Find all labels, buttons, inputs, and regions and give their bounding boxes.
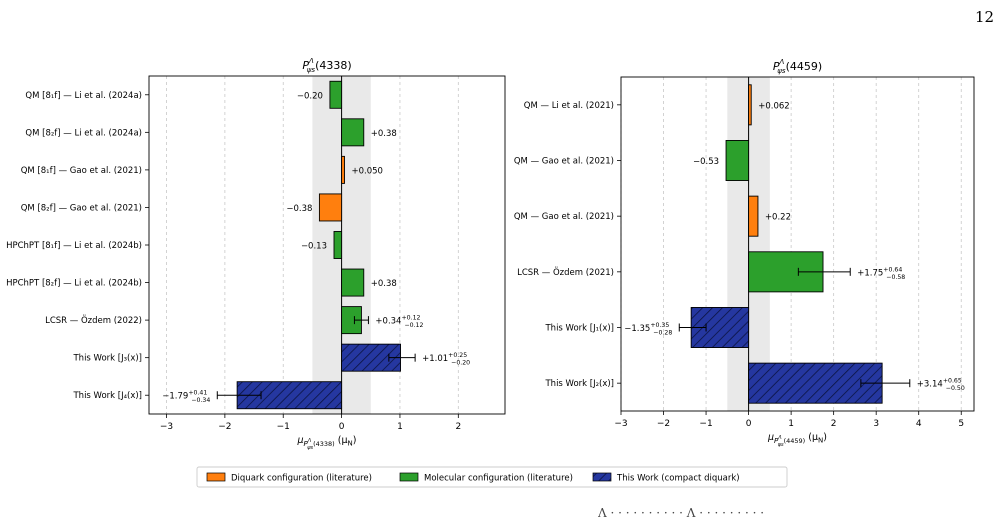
x-axis-label: μPΛ ψs(4459) (μN): [767, 432, 827, 448]
bar: [748, 195, 759, 237]
x-tick-label: 1: [397, 422, 403, 432]
x-tick-label: −1: [699, 419, 712, 429]
legend-box: [196, 466, 788, 488]
chart-title: PΛ ψs(4459): [773, 58, 822, 75]
x-tick-label: −2: [218, 422, 231, 432]
category-label: QM — Gao et al. (2021): [514, 157, 614, 167]
x-tick-label: −3: [614, 419, 627, 429]
x-tick-label: 4: [916, 419, 922, 429]
x-tick-label: 0: [746, 419, 752, 429]
axes-frame: [620, 76, 975, 412]
data-label: −1.35+0.35 −0.28: [624, 322, 672, 337]
bar: [236, 381, 343, 410]
bar: [748, 84, 752, 126]
category-label: QM — Gao et al. (2021): [514, 212, 614, 222]
legend: Diquark configuration (literature) Molecu…: [196, 466, 788, 488]
x-tick-label: 2: [455, 422, 461, 432]
cut-off-caption: Λ · · · · · · · · · · Λ · · · · · · · · …: [598, 506, 765, 520]
x-tick-label: −1: [277, 422, 290, 432]
x-tick-label: 5: [958, 419, 964, 429]
bar: [748, 362, 883, 404]
category-label: QM [8₁f] — Li et al. (2024a): [25, 91, 142, 101]
x-tick-label: 2: [831, 419, 837, 429]
data-label: +3.14+0.65 −0.50: [917, 378, 965, 393]
bar: [341, 118, 365, 147]
category-label: QM [8₁f] — Gao et al. (2021): [21, 166, 142, 176]
data-label: −0.13: [301, 242, 327, 252]
data-label: −1.79+0.41 −0.34: [162, 390, 210, 405]
bar: [318, 193, 343, 222]
legend-label: This Work (compact diquark): [616, 474, 740, 484]
plot-area: [621, 77, 974, 411]
data-label: +1.01+0.25 −0.20: [422, 352, 470, 367]
chart-title: PΛ ψs(4338): [302, 57, 351, 74]
x-tick-label: 0: [339, 422, 345, 432]
x-tick-label: 1: [788, 419, 794, 429]
data-label: +0.22: [765, 213, 791, 223]
legend-swatch: [592, 472, 612, 482]
category-label: This Work [J₂(x)]: [544, 379, 614, 389]
data-label: +0.062: [758, 101, 789, 111]
axes-frame: [148, 75, 506, 415]
chart-panel-4338: −0.20 QM [8₁f] — Li et al. (2024a) +0.38 QM…: [6, 57, 506, 451]
bar: [725, 140, 750, 181]
bar: [341, 155, 345, 184]
category-label: HPChPT [8₁f] — Li et al. (2024b): [6, 241, 142, 251]
x-axis-label: μPΛ ψs(4338) (μN): [297, 435, 357, 451]
data-label: −0.20: [297, 91, 323, 101]
bar: [341, 268, 365, 297]
category-label: HPChPT [8₂f] — Li et al. (2024b): [6, 279, 142, 289]
category-label: QM [8₂f] — Gao et al. (2021): [21, 203, 142, 213]
data-label: +0.34+0.12 −0.12: [375, 315, 423, 330]
category-label: This Work [J₁(x)]: [544, 324, 614, 334]
data-label: −0.38: [286, 204, 312, 214]
category-label: LCSR — Özdem (2022): [45, 315, 142, 326]
figure: −0.20 QM [8₁f] — Li et al. (2024a) +0.38 QM…: [6, 57, 975, 488]
data-label: +0.050: [352, 166, 383, 176]
bar: [333, 231, 343, 259]
x-tick-label: −3: [160, 422, 173, 432]
legend-swatch: [206, 472, 226, 482]
data-label: +0.38: [371, 279, 397, 289]
chart-panel-4459: +0.062 QM — Li et al. (2021) −0.53 QM — Gao…: [514, 58, 975, 448]
x-tick-label: 3: [873, 419, 879, 429]
category-label: This Work [J₄(x)]: [72, 391, 142, 401]
category-label: QM — Li et al. (2021): [524, 101, 614, 111]
category-label: LCSR — Özdem (2021): [517, 267, 614, 278]
legend-label: Molecular configuration (literature): [424, 474, 573, 484]
data-label: +1.75+0.64 −0.58: [857, 266, 905, 281]
category-label: This Work [J₃(x)]: [72, 354, 142, 364]
page-number: 12: [975, 8, 995, 26]
data-label: +0.38: [371, 129, 397, 139]
legend-label: Diquark configuration (literature): [231, 474, 372, 484]
data-label: −0.53: [693, 157, 719, 167]
category-label: QM [8₂f] — Li et al. (2024a): [25, 128, 142, 138]
legend-swatch: [399, 472, 419, 482]
x-tick-label: −2: [657, 419, 670, 429]
bar: [329, 80, 343, 109]
